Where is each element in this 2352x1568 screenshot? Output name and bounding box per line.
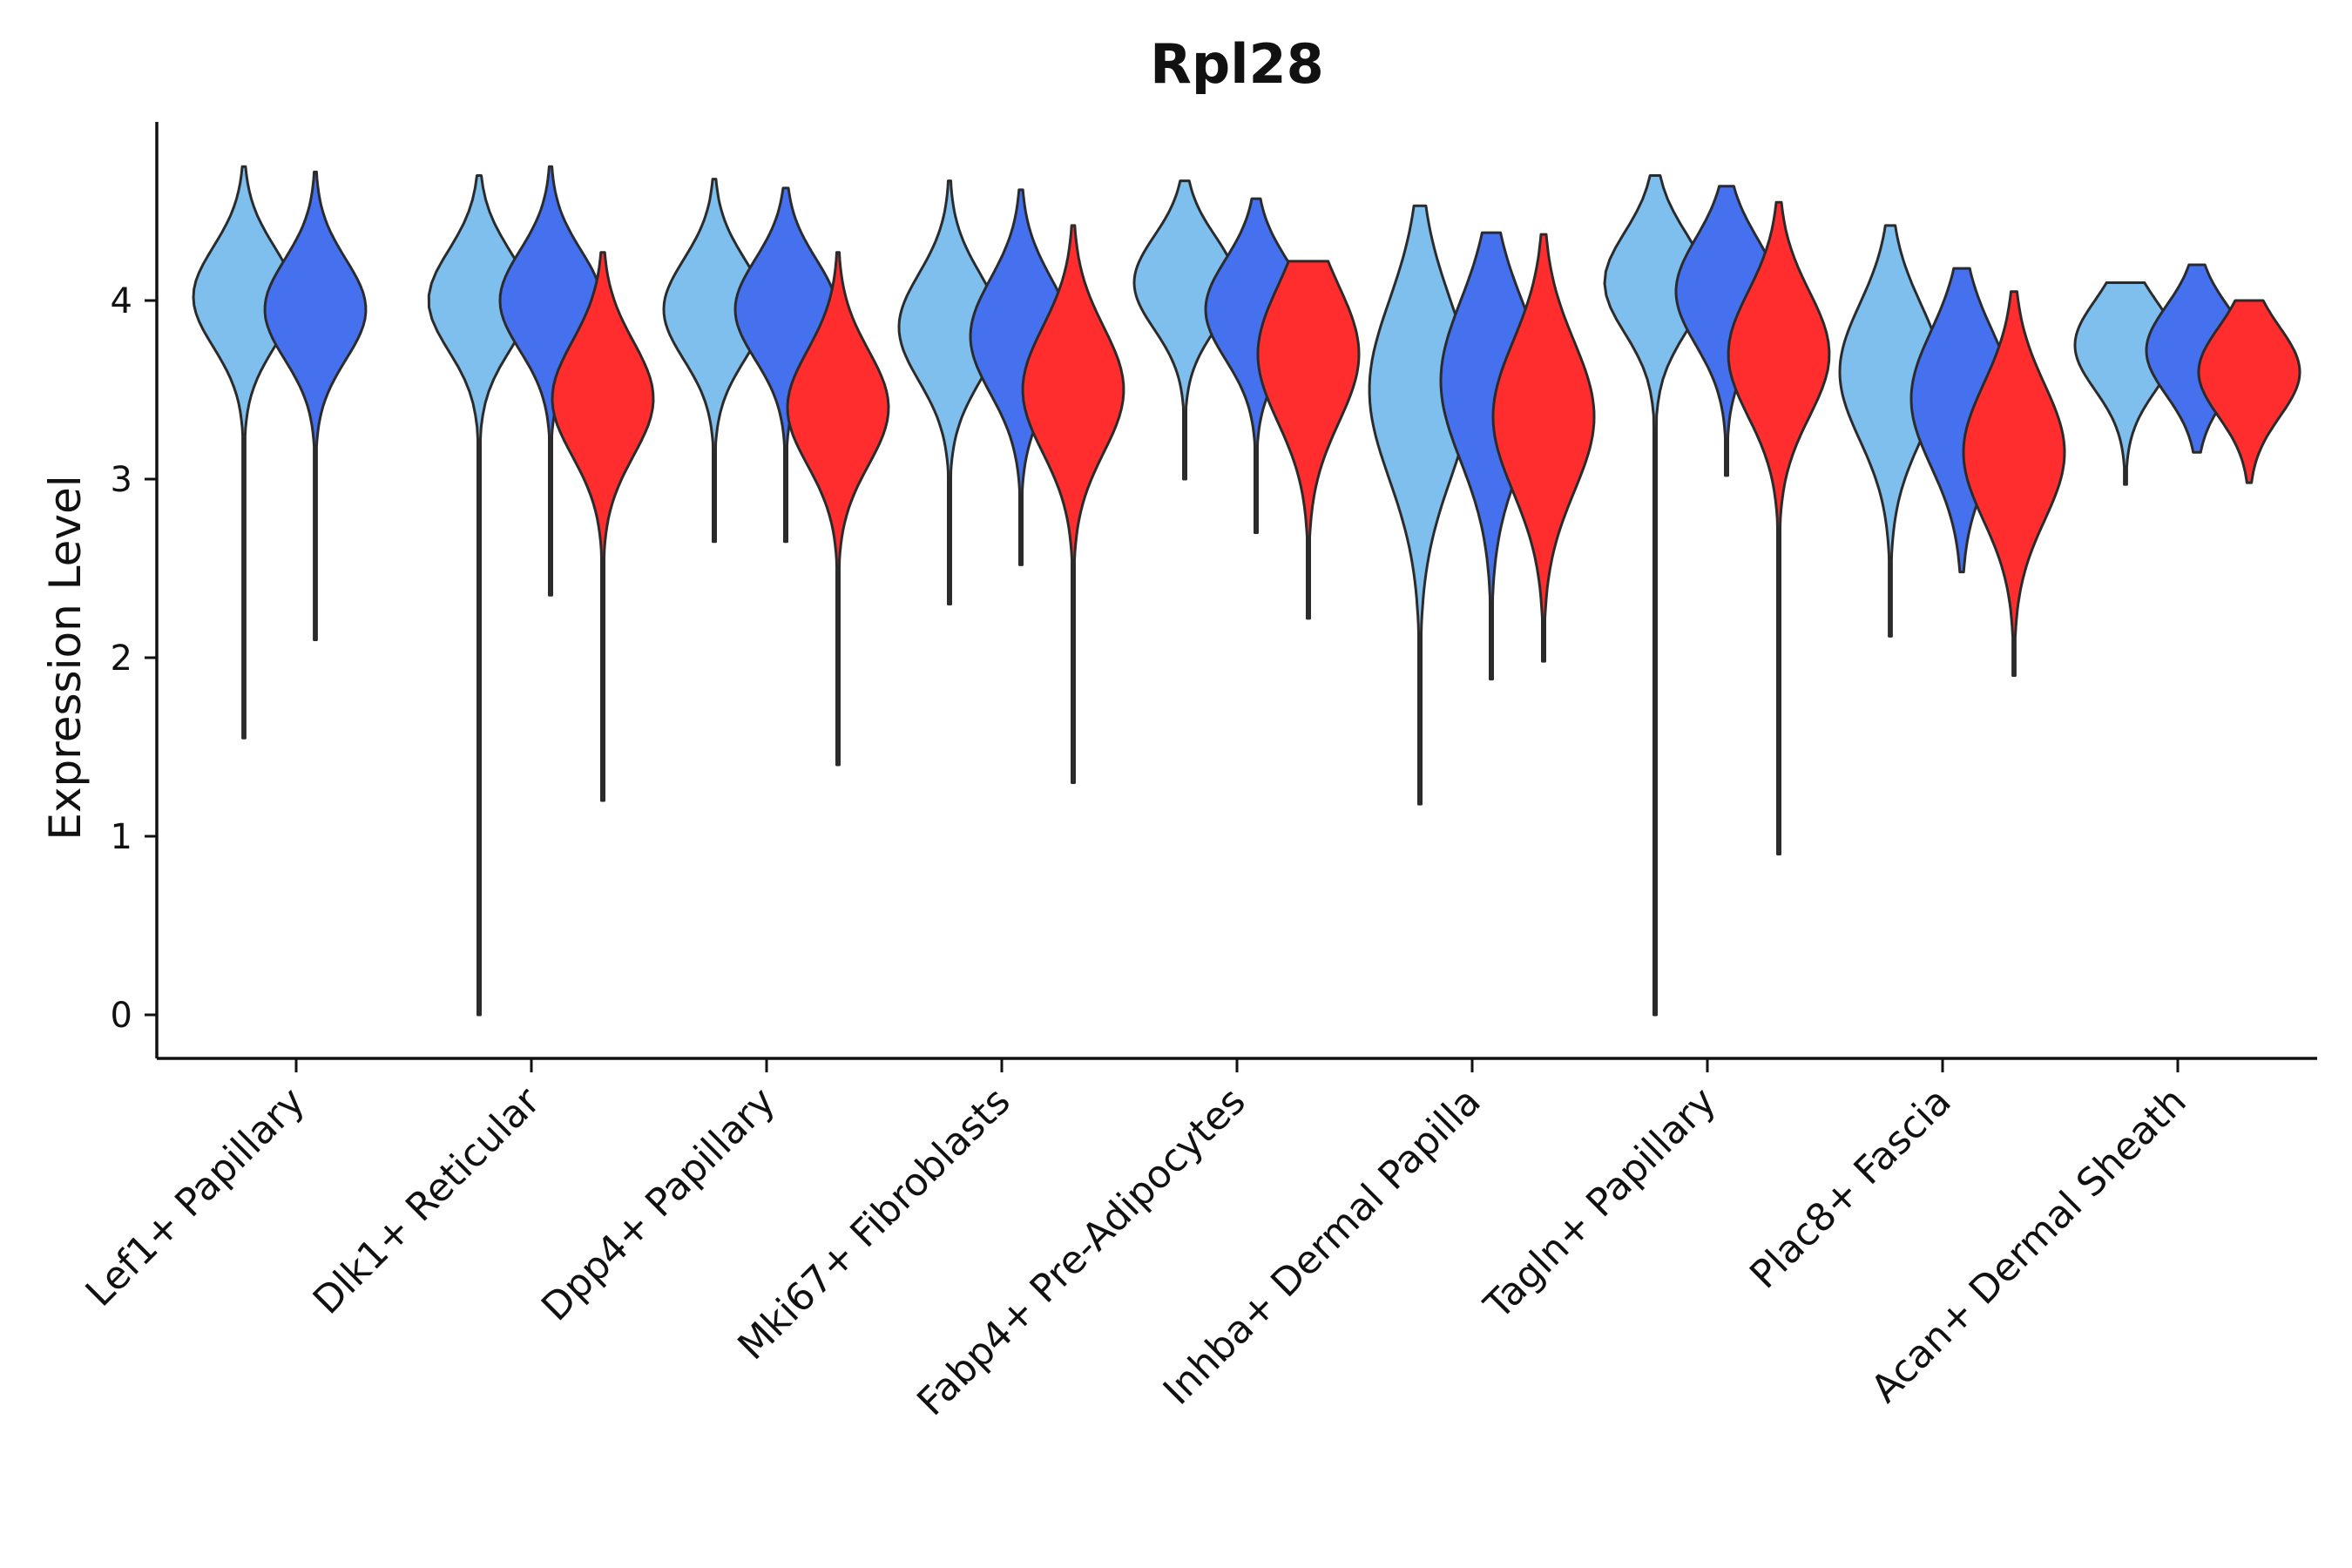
violin-dlk1-reticular-series-3 xyxy=(551,251,655,802)
x-tick-label: Plac8+ Fascia xyxy=(1741,1079,1960,1298)
violin-inhba-dermal-papilla-series-1 xyxy=(1368,204,1472,806)
x-tick-label: Tagln+ Papillary xyxy=(1476,1079,1725,1328)
violin-acan-dermal-sheath-series-3 xyxy=(2197,299,2301,484)
violins-group xyxy=(192,165,2301,1017)
y-tick-label: 2 xyxy=(111,639,132,679)
y-axis-label: Expression Level xyxy=(40,475,91,840)
violin-plac8-fascia-series-3 xyxy=(1962,290,2066,677)
violin-dlk1-reticular-series-2 xyxy=(498,165,603,597)
violin-dpp4-papillary-series-1 xyxy=(662,178,767,544)
y-tick-label: 3 xyxy=(111,460,132,500)
violin-mki67-fibroblasts-series-3 xyxy=(1021,224,1125,784)
x-tick-label: Dpp4+ Papillary xyxy=(533,1079,784,1330)
x-tick-label: Lef1+ Papillary xyxy=(78,1079,314,1315)
violin-dpp4-papillary-series-3 xyxy=(786,251,890,767)
violin-plac8-fascia-series-1 xyxy=(1838,224,1943,638)
violin-tagln-papillary-series-3 xyxy=(1727,200,1831,855)
violin-fabp4-pre-adipocytes-series-3 xyxy=(1256,260,1361,620)
y-tick-label: 1 xyxy=(111,817,132,857)
x-tick-label: Dlk1+ Reticular xyxy=(305,1078,550,1323)
violin-lef1-papillary-series-1 xyxy=(192,165,296,740)
violin-mki67-fibroblasts-series-2 xyxy=(969,188,1073,566)
violin-inhba-dermal-papilla-series-3 xyxy=(1491,233,1596,663)
violin-tagln-papillary-series-1 xyxy=(1603,174,1707,1017)
y-axis: 0 1 2 3 4 xyxy=(111,122,159,1058)
violin-fabp4-pre-adipocytes-series-1 xyxy=(1132,179,1237,481)
violin-mki67-fibroblasts-series-1 xyxy=(897,179,1002,605)
y-tick-label: 0 xyxy=(111,996,132,1036)
chart-title: Rpl28 xyxy=(1150,32,1324,96)
violin-lef1-papillary-series-2 xyxy=(263,170,368,641)
y-tick-label: 4 xyxy=(111,281,132,321)
violin-dlk1-reticular-series-1 xyxy=(427,174,531,1017)
